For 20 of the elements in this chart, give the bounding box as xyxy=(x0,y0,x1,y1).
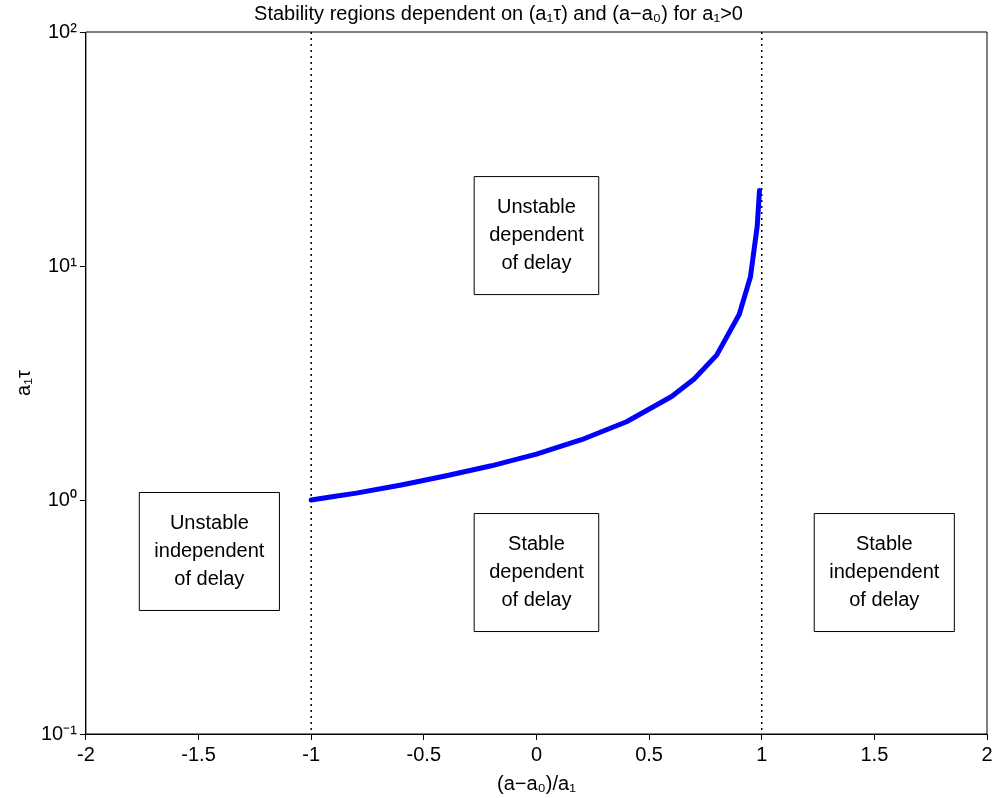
x-tick-label: 0.5 xyxy=(635,742,663,765)
x-tick-label: -2 xyxy=(77,742,95,765)
x-tick-label: -0.5 xyxy=(406,742,442,765)
annotation: Unstable independent of delay xyxy=(154,511,265,589)
x-tick-label: -1.5 xyxy=(181,742,216,765)
y-tick-label: 10² xyxy=(48,19,78,42)
x-tick-label: 0 xyxy=(530,742,543,765)
y-tick-label: 10⁰ xyxy=(47,487,77,510)
y-tick-label: 10⁻¹ xyxy=(41,721,78,744)
annotation: Stable dependent of delay xyxy=(489,532,585,611)
x-axis-title: (a−a₀)/a₁ xyxy=(496,771,577,794)
x-tick-label: 1 xyxy=(756,742,768,765)
x-tick-label: 2 xyxy=(981,742,993,765)
annotation: Unstable dependent of delay xyxy=(489,195,585,274)
y-axis-title: a₁τ xyxy=(11,370,34,396)
chart-title: Stability regions dependent on (a₁τ) and (a−a₀) for a₁>0 xyxy=(254,1,743,24)
annotation: Stable independent of delay xyxy=(829,532,940,611)
x-tick-label: -1 xyxy=(302,742,321,765)
y-tick-label: 10¹ xyxy=(48,253,78,276)
x-tick-label: 1.5 xyxy=(860,742,889,765)
